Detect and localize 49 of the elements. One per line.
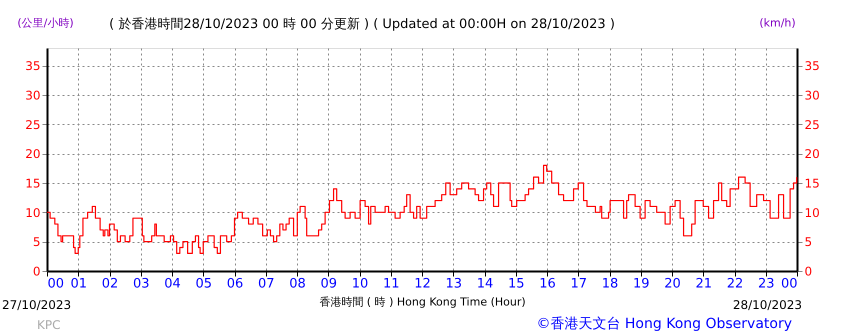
x-tick-label: 04 [164,276,181,292]
x-tick-label: 22 [726,276,744,292]
text: 28/10/2023 [732,298,802,312]
x-tick-label: 09 [320,276,338,292]
x-tick-label: 15 [508,276,525,292]
y-tick-label: 35 [25,59,40,74]
y2-tick-label: 10 [804,206,820,220]
x-tick-label: 00 [48,276,64,292]
y-tick-label: 5 [32,235,40,250]
x-tick-label: 10 [352,276,368,292]
x-tick-label: 06 [226,276,244,292]
x-tick-label: 02 [102,276,118,292]
x-tick-label: 08 [289,276,306,292]
y-axis-title: (公里/小時) [17,16,74,30]
text: KPC [37,318,60,332]
x-tick-label: 20 [664,276,681,292]
x-tick-label: 16 [539,276,556,292]
x-tick-label: 11 [382,276,400,292]
y2-tick-label: 20 [804,147,820,162]
x-tick-label: 18 [602,276,618,292]
y2-tick-label: 0 [804,264,812,278]
y-tick-label: 30 [25,88,40,102]
y-tick-label: 15 [25,176,40,190]
y2-tick-label: 15 [804,176,820,190]
x-tick-label: 14 [476,276,494,292]
y2-tick-label: 25 [804,118,820,132]
chart-title: ( 於香港時間28/10/2023 00 時 00 分更新 ) ( Updated at 00:00H on 28/10/2023 ) [109,17,615,32]
y-tick-label: 25 [25,118,40,132]
y-tick-label: 20 [25,147,40,162]
x-tick-label: 00 [780,276,798,292]
x-tick-label: 13 [445,276,462,292]
y-tick-label: 10 [25,206,40,220]
y-tick-label: 0 [32,264,40,278]
x-tick-label: 05 [195,276,212,292]
x-tick-label: 12 [414,276,431,292]
x-tick-label: 21 [695,276,712,292]
x-tick-label: 23 [758,276,775,292]
text: ©香港天文台 Hong Kong Observatory [536,316,792,332]
y2-tick-label: 30 [804,88,820,102]
x-tick-label: 17 [570,276,588,292]
x-tick-label: 19 [632,276,650,292]
x-axis-title: 香港時間 ( 時 ) Hong Kong Time (Hour) [319,296,526,308]
x-tick-label: 03 [132,276,150,292]
x-tick-label: 01 [70,276,88,292]
y2-axis-title: (km/h) [759,16,796,30]
y2-tick-label: 5 [804,235,812,250]
x-tick-label: 07 [258,276,275,292]
text: 27/10/2023 [2,298,72,312]
y2-tick-label: 35 [804,59,820,74]
